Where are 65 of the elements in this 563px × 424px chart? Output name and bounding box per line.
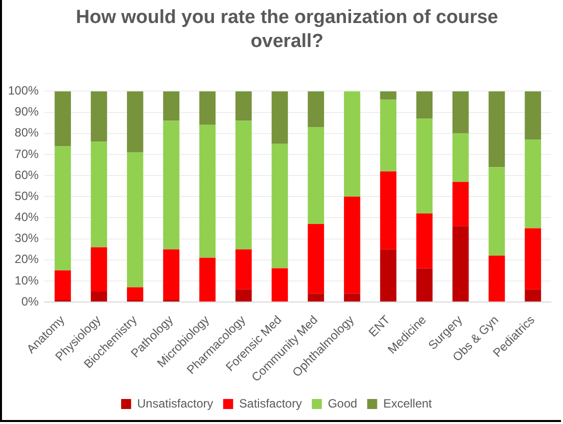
bar [524,289,542,302]
y-tick-label: 60% [14,168,40,182]
y-tick-label: 90% [14,104,40,119]
bar [452,226,469,302]
bar [524,140,542,228]
bar [308,127,324,224]
legend-label: Good [328,396,358,410]
bar [416,268,433,302]
bar [163,249,180,300]
y-tick-label: 30% [14,231,40,246]
bar [344,196,360,294]
bar [235,91,252,121]
chart-title: How would you rate the organization of course overall? [74,6,500,54]
bar [380,91,396,100]
bar [416,91,433,119]
y-tick-label: 50% [14,188,40,203]
bar [524,228,542,290]
bar [308,294,324,302]
bar [199,258,216,302]
bar [344,91,360,197]
bar [488,167,505,256]
bar [380,249,396,302]
bar [452,91,469,134]
bar [235,289,252,302]
bar [163,91,180,121]
bar [54,146,71,270]
bar [452,182,469,226]
bar [90,91,108,142]
bar [90,292,108,302]
bar [163,120,180,250]
y-tick-label: 100% [8,84,40,98]
bar [54,91,71,146]
bar [126,91,144,152]
y-tick-label: 40% [14,210,40,224]
y-tick-label: 10% [14,273,40,288]
bar [235,120,252,250]
legend-label: Satisfactory [239,396,302,410]
bar [488,91,505,168]
y-tick-label: 80% [14,126,40,140]
bar [452,133,469,182]
bar [308,91,324,128]
bar [90,142,108,248]
bar [524,91,542,140]
bar [126,152,144,288]
bar [308,224,324,294]
bar [380,100,396,172]
bar [272,91,288,144]
bar [416,213,433,268]
bar [126,287,144,300]
bar [416,118,433,214]
legend-label: Unsatisfactory [137,396,214,410]
bar [488,256,505,302]
bar [235,249,252,290]
bar [380,171,396,250]
y-tick-label: 70% [14,146,40,161]
bar [199,124,216,258]
bar [90,247,108,292]
bar [199,91,216,125]
legend-label: Excellent [383,396,433,410]
bar [344,294,360,302]
bar [272,144,288,268]
bar [272,268,288,302]
y-tick-label: 20% [14,252,40,266]
bar [54,270,71,300]
y-tick-label: 0% [21,294,40,308]
